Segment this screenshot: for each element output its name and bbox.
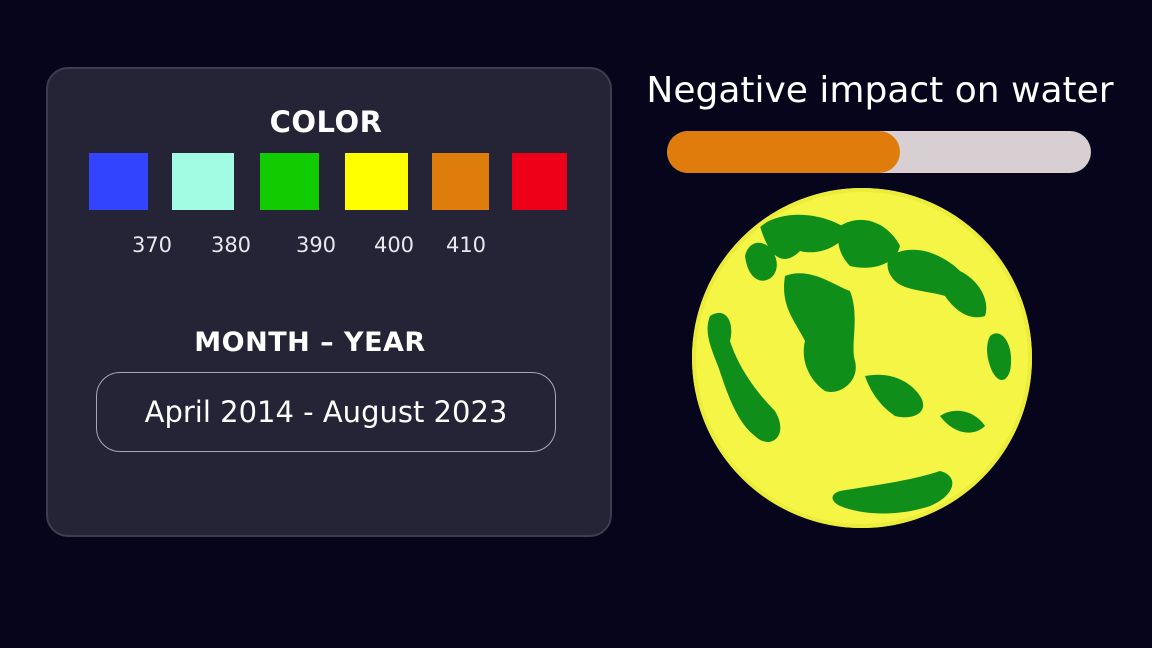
color-tick-410: 410 — [445, 233, 487, 257]
earth-globe-icon — [692, 188, 1032, 528]
color-swatch-green — [260, 153, 319, 210]
color-tick-370: 370 — [131, 233, 173, 257]
color-tick-380: 380 — [210, 233, 252, 257]
color-swatch-mint — [172, 153, 234, 210]
impact-progress-fill — [667, 131, 901, 173]
color-heading: COLOR — [269, 105, 383, 139]
color-tick-400: 400 — [373, 233, 415, 257]
impact-progress-bar — [667, 131, 1091, 173]
legend-panel: COLOR 370 380 390 400 410 MONTH – YEAR A… — [46, 67, 612, 537]
impact-title: Negative impact on water — [646, 70, 1114, 111]
color-swatch-blue — [89, 153, 148, 210]
color-swatch-yellow — [345, 153, 408, 210]
color-swatch-red — [512, 153, 567, 210]
date-range-text: April 2014 - August 2023 — [144, 395, 508, 429]
month-year-heading: MONTH – YEAR — [194, 327, 426, 358]
color-tick-390: 390 — [295, 233, 337, 257]
date-range-box: April 2014 - August 2023 — [96, 372, 556, 452]
color-swatch-orange — [432, 153, 489, 210]
